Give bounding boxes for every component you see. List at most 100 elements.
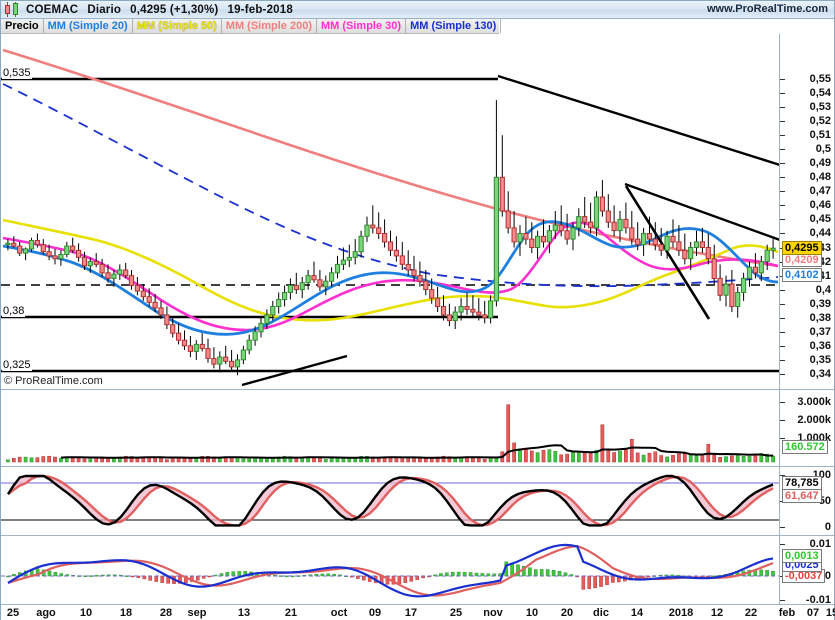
price-tick-mark: [780, 373, 785, 375]
candlestick-icon: [4, 2, 22, 17]
volume-tick-mark: [780, 402, 785, 403]
stoch-tick-mark: [780, 527, 785, 528]
price-tick-mark: [780, 205, 785, 207]
price-tick-0-55: 0,55: [809, 73, 831, 85]
macd-axis[interactable]: 0.01 0 -0.01 0,0013 0,0025 -0,0037: [779, 536, 834, 606]
price-plot[interactable]: [1, 34, 780, 389]
date-axis[interactable]: 25 ago 10 18 28 sep 13 21 oct 09 17 25 nov 10 20 dic 14 2…: [1, 604, 835, 620]
macd-tick-2: -0.01: [805, 594, 831, 606]
price-tick-mark: [780, 233, 785, 235]
price-tick-0-38: 0,38: [809, 311, 831, 324]
price-tick-0-52: 0,52: [809, 115, 831, 128]
date-label-18: 12: [710, 607, 724, 619]
stoch-fill-area: [8, 476, 773, 526]
price-tick-0-35: 0,35: [809, 353, 831, 366]
price-tick-0-44: 0,44: [809, 227, 831, 240]
price-tick-0-46: 0,46: [809, 199, 831, 212]
stochastic-axis[interactable]: 100 50 0 78,785 61,647: [779, 467, 834, 535]
price-legend-item-2[interactable]: MM (Simple 50): [133, 19, 222, 33]
downtrend-line-upper: [497, 74, 780, 167]
uptrend-line-bottom: [241, 354, 348, 387]
macd-badge-0: 0,0013: [782, 549, 822, 563]
volume-bar-series: [6, 404, 775, 463]
volume-tick-1: 2.000k: [797, 414, 831, 426]
price-legend-item-5[interactable]: MM (Simple 130): [406, 19, 502, 33]
date-label-19: 22: [744, 607, 758, 619]
title-bar: COEMAC Diario 0,4295 (+1,30%) 19-feb-201…: [1, 1, 834, 19]
date-label-17: 2018: [668, 607, 694, 619]
quote-label: 0,4295 (+1,30%): [130, 3, 219, 16]
left-label-325: 0,325: [2, 359, 32, 371]
price-tick-mark: [780, 135, 785, 137]
price-tick-mark: [780, 317, 785, 319]
website-url[interactable]: www.ProRealTime.com: [706, 3, 828, 15]
volume-tick-mark: [780, 420, 785, 421]
date-label-11: 25: [449, 607, 463, 619]
macd-chart-svg: [1, 543, 780, 598]
price-tick-0-49: 0,49: [809, 157, 831, 170]
macd-panel[interactable]: 0.01 0 -0.01 0,0013 0,0025 -0,0037: [1, 535, 834, 606]
price-tick-0-4: 0,4: [815, 283, 831, 296]
date-label-10: 17: [404, 607, 418, 619]
date-label-0: 25: [6, 607, 20, 619]
date-label-14: 20: [560, 607, 574, 619]
date-label: 19-feb-2018: [227, 3, 293, 16]
stoch-tick-2: 0: [824, 521, 831, 533]
macd-tick-mark: [780, 600, 785, 601]
price-legend-item-1[interactable]: MM (Simple 20): [44, 19, 133, 33]
stoch-badge-0: 78,785: [782, 476, 822, 490]
price-tick-mark: [780, 359, 785, 361]
stoch-k-line: [6, 474, 774, 527]
macd-tick-1: 0: [824, 570, 831, 582]
candlestick-series: [5, 100, 776, 376]
price-tick-mark: [780, 303, 785, 305]
price-tick-0-47: 0,47: [809, 185, 831, 198]
volume-tick-2: 1.000k: [797, 432, 831, 444]
price-axis[interactable]: 0,55 0,54 0,53 0,52 0,51 0,5 0,49 0,48 0,47 0,46 0…: [779, 34, 834, 389]
price-badge-3: 0,4102: [782, 268, 822, 283]
date-label-15: dic: [593, 607, 609, 619]
date-label-1: ago: [36, 607, 56, 619]
date-label-13: 10: [525, 607, 539, 619]
ma30-line: [2, 221, 779, 332]
price-panel[interactable]: 0,55 0,54 0,53 0,52 0,51 0,5 0,49 0,48 0,47 0,46 0…: [1, 34, 834, 389]
price-legend-item-0[interactable]: Precio: [1, 19, 44, 33]
price-tick-0-51: 0,51: [809, 129, 831, 142]
macd-plot[interactable]: [1, 536, 780, 605]
left-label-380: 0,38: [2, 305, 26, 317]
price-tick-0-45: 0,45: [809, 213, 831, 226]
macd-tick-0: 0.01: [809, 538, 831, 550]
date-label-20: feb: [778, 607, 796, 619]
date-label-12: nov: [483, 607, 503, 619]
price-tick-mark: [780, 289, 785, 291]
ma50-line: [2, 218, 779, 322]
price-tick-mark: [780, 191, 785, 193]
price-tick-mark: [780, 345, 785, 347]
stoch-badge-1: 61,647: [782, 489, 822, 503]
volume-plot[interactable]: [1, 390, 780, 467]
volume-tick-0: 3.000k: [797, 396, 831, 408]
price-legend-item-3[interactable]: MM (Simple 200): [222, 19, 317, 33]
price-tick-mark: [780, 93, 785, 95]
date-label-22: 15: [825, 607, 835, 619]
stochastic-chart-svg: [1, 474, 780, 527]
price-legend: Precio MM (Simple 20) MM (Simple 50) MM (Si…: [1, 19, 502, 34]
date-label-16: 14: [630, 607, 644, 619]
price-tick-mark: [780, 163, 785, 165]
volume-panel[interactable]: 3.000k 2.000k 1.000k 160.572: [1, 389, 834, 466]
price-tick-0-37: 0,37: [809, 325, 831, 338]
volume-badge-0: 160.572: [782, 440, 828, 454]
price-chart-svg: [1, 48, 780, 387]
price-tick-0-53: 0,53: [809, 101, 831, 114]
price-tick-mark: [780, 79, 785, 80]
macd-main-line: [7, 543, 774, 598]
date-label-4: 28: [159, 607, 173, 619]
price-tick-0-36: 0,36: [809, 339, 831, 352]
stochastic-panel[interactable]: 100 50 0 78,785 61,647: [1, 466, 834, 535]
stochastic-plot[interactable]: [1, 467, 780, 536]
date-label-2: 10: [79, 607, 93, 619]
symbol-label: COEMAC: [26, 3, 79, 16]
price-legend-item-4[interactable]: MM (Simple 30): [317, 19, 407, 33]
volume-axis[interactable]: 3.000k 2.000k 1.000k 160.572: [779, 390, 834, 466]
date-label-7: 21: [284, 607, 298, 619]
